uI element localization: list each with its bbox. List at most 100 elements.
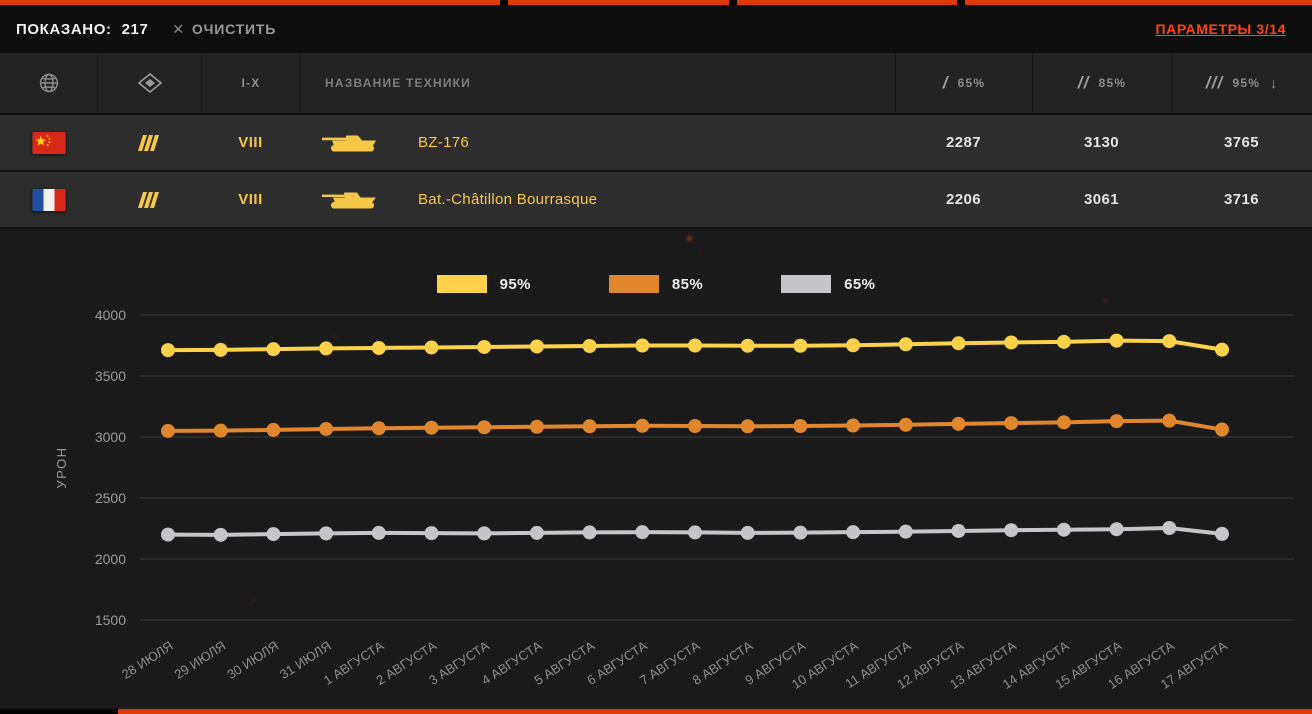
header-nation-filter[interactable]: [0, 53, 97, 113]
y-tick-label: 2000: [95, 551, 126, 567]
tier-cell: VIII: [238, 191, 263, 208]
data-point-65%: [266, 527, 281, 542]
value-85-cell: 3130: [1084, 134, 1119, 151]
data-point-95%: [793, 338, 808, 353]
data-point-85%: [1056, 415, 1071, 430]
premium-class-icon: [138, 191, 159, 208]
value-95-cell: 3765: [1224, 134, 1259, 151]
data-point-85%: [1162, 413, 1177, 428]
data-point-65%: [898, 524, 913, 539]
data-point-65%: [213, 527, 228, 542]
data-point-85%: [371, 421, 386, 436]
tank-silhouette-icon: [322, 135, 376, 151]
header-col-95[interactable]: /// 95% ↓: [1171, 53, 1312, 113]
data-point-65%: [529, 525, 544, 540]
data-point-85%: [319, 421, 334, 436]
data-point-65%: [1215, 526, 1229, 541]
data-point-95%: [582, 338, 597, 353]
topbar-left: ПОКАЗАНО: 217 ✕ ОЧИСТИТЬ: [16, 21, 276, 38]
data-point-95%: [477, 339, 492, 354]
data-point-95%: [371, 340, 386, 355]
bottom-accent-bar: [0, 709, 1312, 714]
globe-icon: [39, 73, 58, 93]
data-point-65%: [635, 525, 650, 540]
data-point-95%: [213, 342, 228, 357]
data-point-95%: [740, 338, 755, 353]
data-point-65%: [424, 526, 439, 541]
parameters-link[interactable]: ПАРАМЕТРЫ 3/14: [1155, 21, 1286, 37]
top-accent-bar: [0, 0, 1312, 5]
data-point-85%: [898, 417, 913, 432]
vehicle-name[interactable]: Bat.-Châtillon Bourrasque: [418, 191, 598, 208]
tier-filter-label: I-X: [241, 76, 261, 90]
header-col-65[interactable]: / 65%: [895, 53, 1032, 113]
data-point-85%: [1215, 422, 1229, 437]
premium-class-icon: [138, 134, 159, 151]
data-point-85%: [582, 419, 597, 434]
header-class-filter[interactable]: [97, 53, 201, 113]
data-point-65%: [477, 526, 492, 541]
table-row[interactable]: VIII Bat.-Châtillon Bourrasque 2206 3061…: [0, 172, 1312, 229]
data-point-85%: [793, 419, 808, 434]
y-tick-label: 2500: [95, 490, 126, 506]
table-row[interactable]: VIII BZ-176 2287 3130 3765: [0, 115, 1312, 172]
y-tick-label: 4000: [95, 307, 126, 323]
legend-label-85: 85%: [671, 275, 704, 293]
x-tick-label: 29 ИЮЛЯ: [172, 638, 229, 682]
data-point-95%: [846, 338, 861, 353]
flag-china-icon: [32, 131, 65, 154]
data-point-95%: [1056, 334, 1071, 349]
data-point-65%: [319, 526, 334, 541]
col-95-label: 95%: [1232, 76, 1261, 90]
header-tier-filter[interactable]: I-X: [201, 53, 300, 113]
data-point-85%: [1004, 416, 1019, 431]
y-tick-label: 3000: [95, 429, 126, 445]
vehicle-name-input[interactable]: [323, 75, 895, 91]
close-icon: ✕: [172, 20, 185, 37]
x-tick-label: 30 ИЮЛЯ: [224, 638, 281, 682]
data-point-95%: [1109, 333, 1124, 348]
legend-item-95[interactable]: 95%: [436, 275, 531, 293]
class-cell: [97, 191, 201, 209]
data-point-95%: [951, 336, 966, 351]
legend-item-65[interactable]: 65%: [781, 275, 875, 293]
header-col-85[interactable]: // 85%: [1032, 53, 1171, 113]
legend-label-95: 95%: [499, 275, 531, 293]
nation-cell: [0, 131, 97, 154]
vehicle-name[interactable]: BZ-176: [418, 134, 469, 151]
data-point-65%: [1056, 522, 1071, 537]
y-axis-label: УРОН: [54, 446, 69, 488]
vehicle-name-cell[interactable]: BZ-176: [300, 132, 895, 154]
data-point-65%: [951, 523, 966, 538]
slash-triple-icon: ///: [1205, 73, 1224, 92]
y-tick-label: 1500: [95, 612, 126, 628]
data-point-85%: [424, 420, 439, 435]
tier-cell: VIII: [238, 134, 263, 151]
data-point-65%: [582, 525, 597, 540]
data-point-65%: [1004, 523, 1019, 538]
flag-france-icon: [32, 188, 65, 211]
data-point-85%: [846, 418, 861, 433]
data-point-95%: [1215, 342, 1229, 357]
legend-swatch-85: [608, 275, 659, 293]
chart-legend: 95% 85% 65%: [0, 275, 1312, 293]
header-name-cell: [300, 53, 895, 113]
clear-filters-button[interactable]: ✕ ОЧИСТИТЬ: [172, 21, 276, 38]
y-tick-label: 3500: [95, 368, 126, 384]
data-point-85%: [951, 416, 966, 431]
slash-double-icon: //: [1077, 73, 1090, 92]
clear-label: ОЧИСТИТЬ: [191, 21, 277, 37]
data-point-95%: [898, 337, 913, 352]
data-point-95%: [161, 343, 175, 358]
shown-label: ПОКАЗАНО:: [16, 20, 112, 38]
data-point-65%: [846, 525, 861, 540]
data-point-95%: [266, 342, 281, 357]
legend-label-65: 65%: [844, 275, 876, 293]
vehicle-name-cell[interactable]: Bat.-Châtillon Bourrasque: [300, 189, 895, 211]
legend-item-85[interactable]: 85%: [608, 275, 704, 293]
data-point-65%: [688, 525, 702, 540]
data-point-85%: [635, 418, 650, 433]
value-95-cell: 3716: [1224, 191, 1259, 208]
value-65-cell: 2287: [946, 134, 981, 151]
